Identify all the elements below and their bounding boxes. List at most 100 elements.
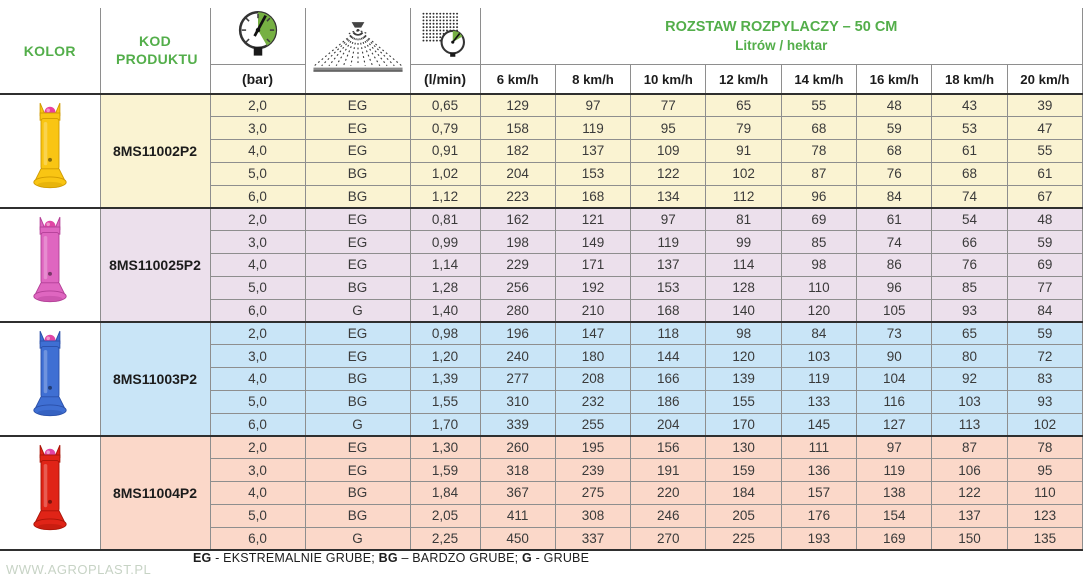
spray-cone-icon [304,8,411,95]
nozzle-image-cell [0,434,101,551]
liters-cell: 95 [630,116,707,141]
liters-cell: 176 [780,503,858,528]
speed-header-10-km-h: 10 km/h [630,64,707,95]
liters-cell: 85 [931,275,1008,300]
liters-cell: 87 [780,161,858,186]
liters-cell: 130 [705,434,782,460]
liters-cell: 308 [554,503,632,528]
nozzle-image-cell [0,206,101,323]
liters-cell: 77 [1006,275,1083,300]
liters-cell: 138 [856,481,933,505]
liters-cell: 225 [705,526,782,551]
liters-cell: 204 [479,161,556,186]
table-row: 8MS11004P2 2,0 EG 1,30 260 195 156 130 111 97 87 78 [0,434,1083,551]
liters-cell: 240 [479,344,556,369]
liters-cell: 157 [780,481,858,505]
speed-header-8-km-h: 8 km/h [554,64,632,95]
droplet-class-cell: BG [304,275,411,300]
liters-cell: 97 [554,93,632,118]
flow-cell: 0,65 [409,93,481,118]
pressure-cell: 6,0 [209,412,306,437]
nozzle-icon-pink [33,217,67,303]
liters-cell: 81 [705,206,782,232]
liters-cell: 79 [705,116,782,141]
liters-cell: 66 [931,230,1008,255]
droplet-class-cell: EG [304,139,411,163]
product-group-pink: 8MS110025P2 2,0 EG 0,81 162 121 97 81 69 61 54 48 3,… [0,206,1083,323]
liters-cell: 153 [554,161,632,186]
liters-cell: 310 [479,389,556,414]
liters-cell: 450 [479,526,556,551]
pressure-cell: 3,0 [209,116,306,141]
liters-cell: 111 [780,434,858,460]
product-group-yellow: 8MS11002P2 2,0 EG 0,65 129 97 77 65 55 48 43 39 3,0 E… [0,93,1083,209]
liters-cell: 162 [479,206,556,232]
droplet-class-cell: G [304,298,411,323]
liters-cell: 195 [554,434,632,460]
pressure-gauge-icon [209,8,306,65]
liters-cell: 119 [630,230,707,255]
speed-header-12-km-h: 12 km/h [705,64,782,95]
liters-cell: 98 [780,253,858,277]
liters-cell: 135 [1006,526,1083,551]
table-row: 6,0 G 1,40 280 210 168 140 120 105 93 84 [0,298,1083,323]
liters-cell: 120 [780,298,858,323]
liters-cell: 99 [705,230,782,255]
liters-cell: 61 [856,206,933,232]
pressure-cell: 5,0 [209,503,306,528]
droplet-class-cell: EG [304,116,411,141]
legend-g-code: G [522,551,532,565]
pressure-cell: 5,0 [209,161,306,186]
liters-cell: 102 [705,161,782,186]
table-row: 6,0 G 2,25 450 337 270 225 193 169 150 135 [0,526,1083,551]
liters-cell: 159 [705,458,782,483]
liters-cell: 53 [931,116,1008,141]
liters-cell: 168 [554,184,632,209]
table-row: 3,0 EG 1,59 318 239 191 159 136 119 106 95 [0,458,1083,483]
liters-cell: 137 [554,139,632,163]
flow-unit-label: (l/min) [409,64,481,95]
flow-cell: 1,40 [409,298,481,323]
liters-cell: 80 [931,344,1008,369]
liters-cell: 59 [856,116,933,141]
liters-cell: 220 [630,481,707,505]
droplet-class-cell: EG [304,344,411,369]
droplet-class-legend: EG - EKSTREMALNIE GRUBE; BG – BARDZO GRU… [193,551,589,565]
product-code: 8MS11002P2 [99,93,211,209]
liters-cell: 106 [931,458,1008,483]
product-group-red: 8MS11004P2 2,0 EG 1,30 260 195 156 130 111 97 87 78… [0,434,1083,551]
table-row: 3,0 EG 0,99 198 149 119 99 85 74 66 59 [0,230,1083,255]
flow-cell: 2,25 [409,526,481,551]
table-row: 5,0 BG 1,02 204 153 122 102 87 76 68 61 [0,161,1083,186]
liters-cell: 156 [630,434,707,460]
table-row: 4,0 EG 1,14 229 171 137 114 98 86 76 69 [0,253,1083,277]
liters-cell: 97 [630,206,707,232]
liters-cell: 59 [1006,320,1083,346]
liters-cell: 69 [1006,253,1083,277]
liters-cell: 232 [554,389,632,414]
speed-header-20-km-h: 20 km/h [1006,64,1083,95]
liters-cell: 280 [479,298,556,323]
liters-cell: 193 [780,526,858,551]
liters-cell: 275 [554,481,632,505]
droplet-class-cell: BG [304,161,411,186]
liters-cell: 339 [479,412,556,437]
liters-cell: 150 [931,526,1008,551]
liters-cell: 112 [705,184,782,209]
liters-cell: 122 [931,481,1008,505]
liters-cell: 68 [931,161,1008,186]
liters-cell: 154 [856,503,933,528]
flow-cell: 0,99 [409,230,481,255]
table-row: 4,0 BG 1,84 367 275 220 184 157 138 122 110 [0,481,1083,505]
column-header-kolor: KOLOR [0,8,101,95]
pressure-cell: 2,0 [209,320,306,346]
nozzle-icon-blue [33,331,67,417]
legend-eg-desc: - EKSTREMALNIE GRUBE; [211,551,379,565]
legend-g-desc: - GRUBE [531,551,590,565]
flow-rate-icon [409,8,481,65]
column-header-kod-produktu: KOD PRODUKTU [99,8,211,95]
pressure-cell: 4,0 [209,253,306,277]
flow-cell: 1,55 [409,389,481,414]
pressure-cell: 2,0 [209,206,306,232]
